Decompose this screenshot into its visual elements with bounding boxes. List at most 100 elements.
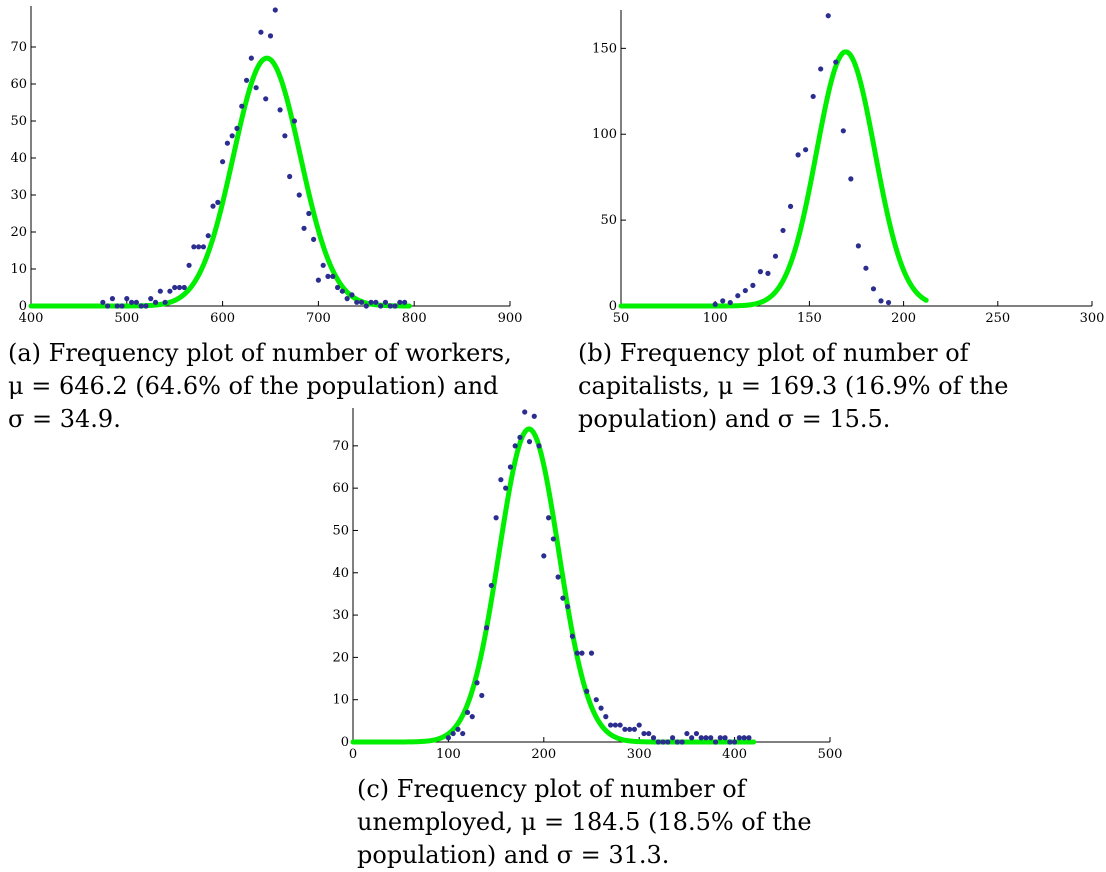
data-point: [382, 299, 389, 305]
y-tick-label: 10: [10, 262, 27, 277]
data-point: [445, 735, 451, 741]
data-point: [855, 243, 861, 249]
x-tick-label: 50: [613, 311, 630, 326]
data-point: [325, 273, 331, 279]
data-point: [560, 595, 566, 601]
x-tick-label: 500: [818, 747, 843, 762]
data-point: [698, 735, 704, 741]
data-point: [765, 270, 771, 276]
data-point: [330, 273, 336, 279]
data-point: [720, 298, 726, 304]
x-tick-label: 700: [306, 311, 331, 326]
data-point: [124, 296, 130, 302]
data-point: [772, 253, 779, 259]
data-point: [732, 739, 738, 745]
data-point: [344, 296, 350, 302]
x-tick-label: 400: [19, 311, 44, 326]
y-tick-label: 40: [10, 151, 27, 166]
data-point: [498, 477, 504, 483]
data-point: [277, 107, 283, 113]
data-point: [627, 726, 633, 732]
data-point: [105, 303, 111, 309]
data-point: [258, 29, 264, 35]
x-tick-label: 600: [210, 311, 235, 326]
data-point: [114, 303, 120, 309]
data-point: [306, 210, 312, 217]
data-point: [483, 625, 490, 631]
data-point: [833, 59, 839, 65]
data-point: [253, 85, 259, 91]
data-point: [450, 730, 456, 737]
data-point: [128, 299, 135, 305]
caption-b: (b) Frequency plot of number of capitali…: [578, 339, 1009, 433]
y-tick-label: 60: [332, 481, 349, 496]
data-point: [176, 284, 183, 291]
data-point: [603, 714, 609, 720]
x-tick-label: 200: [891, 311, 916, 326]
data-point: [655, 739, 661, 745]
data-point: [641, 730, 647, 737]
data-point: [588, 650, 595, 656]
data-point: [522, 409, 528, 415]
y-tick-label: 100: [592, 127, 617, 142]
data-point: [787, 203, 794, 209]
data-point: [220, 159, 226, 165]
y-tick-label: 50: [10, 114, 27, 129]
data-point: [455, 726, 461, 732]
data-point: [741, 735, 747, 741]
data-point: [196, 244, 202, 250]
data-point: [526, 439, 533, 445]
y-tick-label: 50: [332, 523, 349, 538]
data-point: [818, 66, 824, 72]
x-tick-label: 250: [985, 311, 1010, 326]
data-point: [598, 705, 604, 711]
data-point: [878, 298, 884, 304]
data-point: [282, 133, 288, 139]
data-point: [387, 303, 393, 309]
data-point: [622, 726, 628, 732]
data-point: [703, 735, 709, 741]
data-point: [143, 303, 149, 309]
data-point: [224, 140, 230, 146]
data-point: [574, 650, 580, 656]
data-point: [617, 722, 623, 728]
data-point: [885, 299, 892, 306]
x-tick-label: 100: [436, 747, 461, 762]
data-point: [840, 128, 846, 134]
data-point: [550, 536, 556, 542]
data-point: [689, 735, 695, 741]
data-point: [100, 299, 106, 305]
data-point: [517, 434, 523, 440]
data-point: [460, 730, 466, 737]
data-point: [186, 262, 192, 268]
data-point: [263, 96, 269, 102]
data-point: [339, 288, 345, 294]
y-tick-label: 0: [609, 299, 617, 314]
data-point: [665, 739, 671, 745]
data-point: [503, 485, 509, 491]
data-point: [210, 203, 216, 209]
data-point: [109, 296, 116, 302]
data-point: [507, 464, 514, 470]
data-point: [402, 299, 408, 305]
data-point: [248, 55, 254, 61]
data-point: [234, 125, 240, 131]
data-point: [717, 735, 723, 741]
data-point: [825, 13, 831, 19]
y-tick-label: 20: [10, 225, 27, 240]
data-point: [191, 244, 197, 250]
data-point: [243, 77, 250, 83]
data-point: [750, 282, 756, 288]
data-point: [555, 574, 561, 580]
data-point: [315, 277, 321, 283]
y-tick-label: 50: [600, 213, 617, 228]
data-point: [229, 133, 235, 139]
data-point: [354, 299, 360, 305]
data-point: [727, 299, 733, 306]
data-point: [172, 284, 178, 291]
data-point: [870, 286, 877, 292]
x-tick-label: 100: [703, 311, 728, 326]
data-point: [296, 192, 302, 198]
data-point: [780, 227, 786, 234]
y-tick-label: 60: [10, 77, 27, 92]
